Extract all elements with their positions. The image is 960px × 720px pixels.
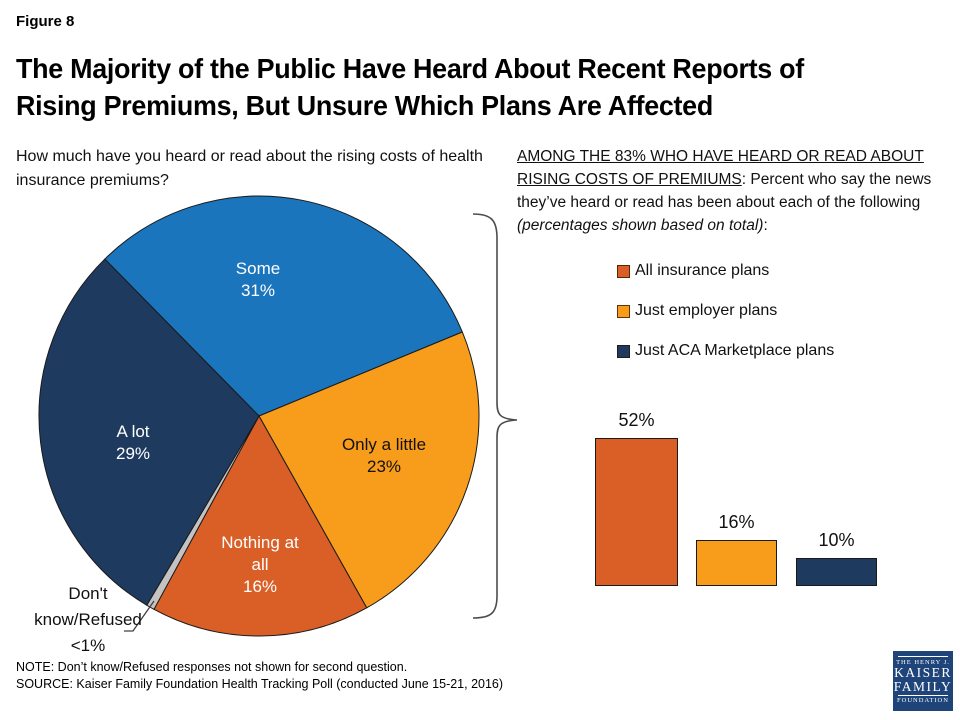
source-text: SOURCE: Kaiser Family Foundation Health … <box>16 677 504 691</box>
pie-label-only-a-little: Only a little 23% <box>309 434 459 478</box>
curly-brace-icon <box>472 213 518 619</box>
logo-henry-j: THE HENRY J. <box>896 659 950 666</box>
bar-intro-italic: (percentages shown based on total) <box>517 217 764 234</box>
bar-intro-underlined: AMONG THE 83% WHO HAVE HEARD OR READ ABO… <box>517 148 924 188</box>
logo-bottom-rule <box>898 695 948 696</box>
pie-slice-nothing-at-all <box>153 415 368 637</box>
bar-value-aca-marketplace: 10% <box>818 529 855 550</box>
pie-label-dk-line2: know/Refused <box>34 610 142 629</box>
dont-know-leader-line <box>124 600 155 632</box>
pie-label-a-lot: A lot 29% <box>73 421 193 465</box>
pie-label-only-name: Only a little <box>341 435 427 454</box>
pie-slice-only-a-little <box>258 331 480 609</box>
pie-chart <box>38 195 480 637</box>
page-title: The Majority of the Public Have Heard Ab… <box>16 50 804 124</box>
legend-item-all-insurance: All insurance plans <box>617 262 834 280</box>
bar-chart: 52% 16% 10% <box>560 399 900 586</box>
pie-label-only-value: 23% <box>366 457 402 476</box>
pie-label-alot-value: 29% <box>115 444 151 463</box>
footer-notes: NOTE: Don’t know/Refused responses not s… <box>16 659 503 693</box>
bar-value-employer: 16% <box>718 512 755 533</box>
bar-intro-text: AMONG THE 83% WHO HAVE HEARD OR READ ABO… <box>517 145 949 237</box>
legend-label-all-insurance: All insurance plans <box>635 262 770 279</box>
pie-label-nothing-line1: Nothing at <box>221 533 299 552</box>
bar-just-aca-marketplace-plans <box>796 557 877 586</box>
logo-foundation: FOUNDATION <box>897 697 949 704</box>
kff-logo: THE HENRY J. KAISER FAMILY FOUNDATION <box>893 651 953 711</box>
bar-just-employer-plans <box>696 540 777 586</box>
pie-label-some: Some 31% <box>188 258 328 302</box>
title-line-1: The Majority of the Public Have Heard Ab… <box>16 53 804 84</box>
legend-item-employer: Just employer plans <box>617 302 834 320</box>
bar-legend: All insurance plans Just employer plans … <box>617 262 834 382</box>
note-text: NOTE: Don’t know/Refused responses not s… <box>16 660 408 674</box>
bar-intro-colon: : <box>763 217 768 234</box>
legend-swatch-all-insurance <box>617 264 630 278</box>
bar-all-insurance-plans <box>595 437 678 586</box>
logo-top-rule <box>898 656 948 657</box>
pie-label-nothing-at-all: Nothing at all 16% <box>190 532 330 598</box>
legend-swatch-aca-marketplace <box>617 344 630 358</box>
title-line-2: Rising Premiums, But Unsure Which Plans … <box>16 90 713 121</box>
pie-question-text: How much have you heard or read about th… <box>16 148 483 189</box>
legend-swatch-employer <box>617 304 630 318</box>
pie-label-nothing-line2: all <box>251 555 269 574</box>
pie-slice-some <box>104 195 463 417</box>
pie-label-dk-line1: Don't <box>68 584 108 603</box>
logo-family: FAMILY <box>893 679 953 694</box>
bar-intro-mid: : Percent who say the news they’ve heard… <box>517 171 932 211</box>
pie-label-some-name: Some <box>235 259 281 278</box>
pie-slice-a-lot <box>38 258 260 606</box>
pie-label-nothing-value: 16% <box>242 577 278 596</box>
bar-value-all-insurance: 52% <box>618 409 655 430</box>
pie-label-some-value: 31% <box>240 281 276 300</box>
pie-label-alot-name: A lot <box>116 422 150 441</box>
logo-kaiser: KAISER <box>894 665 952 680</box>
legend-label-aca-marketplace: Just ACA Marketplace plans <box>635 342 835 359</box>
legend-label-employer: Just employer plans <box>635 302 778 319</box>
pie-label-dont-know: Don't know/Refused <1% <box>18 581 158 659</box>
pie-label-dk-value: <1% <box>70 636 106 655</box>
legend-item-aca-marketplace: Just ACA Marketplace plans <box>617 342 834 360</box>
figure-label: Figure 8 <box>16 13 75 30</box>
